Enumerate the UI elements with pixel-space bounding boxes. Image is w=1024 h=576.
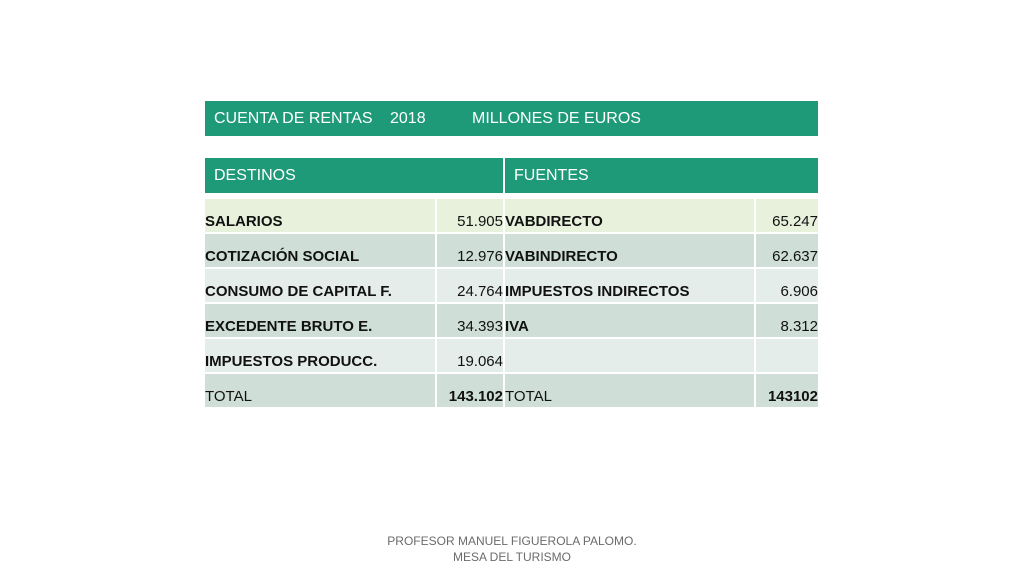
table-row: IMPUESTOS PRODUCC. 19.064 xyxy=(205,339,818,372)
column-headers: DESTINOS FUENTES xyxy=(205,158,818,193)
table-row: CONSUMO DE CAPITAL F. 24.764 IMPUESTOS I… xyxy=(205,269,818,302)
table-row: SALARIOS 51.905 VABDIRECTO 65.247 xyxy=(205,199,818,232)
header-destinos: DESTINOS xyxy=(205,158,503,193)
fuen-label: IVA xyxy=(505,304,754,337)
dest-label: SALARIOS xyxy=(205,199,435,232)
income-account-table: SALARIOS 51.905 VABDIRECTO 65.247 COTIZA… xyxy=(203,197,820,409)
dest-value: 51.905 xyxy=(437,199,503,232)
dest-total-value: 143.102 xyxy=(437,374,503,407)
table-row: EXCEDENTE BRUTO E. 34.393 IVA 8.312 xyxy=(205,304,818,337)
fuen-label: IMPUESTOS INDIRECTOS xyxy=(505,269,754,302)
table-title-bar: CUENTA DE RENTAS 2018 MILLONES DE EUROS xyxy=(205,101,818,136)
footer-line-2: MESA DEL TURISMO xyxy=(452,550,572,564)
dest-value: 24.764 xyxy=(437,269,503,302)
fuen-value: 65.247 xyxy=(756,199,818,232)
dest-value: 12.976 xyxy=(437,234,503,267)
title-label: CUENTA DE RENTAS xyxy=(214,110,373,127)
footer-credit: PROFESOR MANUEL FIGUEROLA PALOMO. MESA D… xyxy=(0,533,1024,565)
footer-line-1: PROFESOR MANUEL FIGUEROLA PALOMO. xyxy=(387,534,637,548)
title-year: 2018 xyxy=(390,110,426,127)
total-row: TOTAL 143.102 TOTAL 143102 xyxy=(205,374,818,407)
fuen-total-label: TOTAL xyxy=(505,374,754,407)
fuen-label: VABDIRECTO xyxy=(505,199,754,232)
header-fuentes: FUENTES xyxy=(505,158,818,193)
fuen-label xyxy=(505,339,754,372)
dest-value: 34.393 xyxy=(437,304,503,337)
fuen-value: 6.906 xyxy=(756,269,818,302)
fuen-total-value: 143102 xyxy=(756,374,818,407)
dest-label: IMPUESTOS PRODUCC. xyxy=(205,339,435,372)
dest-label: EXCEDENTE BRUTO E. xyxy=(205,304,435,337)
table-row: COTIZACIÓN SOCIAL 12.976 VABINDIRECTO 62… xyxy=(205,234,818,267)
fuen-value: 62.637 xyxy=(756,234,818,267)
fuen-value xyxy=(756,339,818,372)
title-units: MILLONES DE EUROS xyxy=(472,110,641,127)
fuen-value: 8.312 xyxy=(756,304,818,337)
dest-label: COTIZACIÓN SOCIAL xyxy=(205,234,435,267)
dest-value: 19.064 xyxy=(437,339,503,372)
fuen-label: VABINDIRECTO xyxy=(505,234,754,267)
dest-label: CONSUMO DE CAPITAL F. xyxy=(205,269,435,302)
dest-total-label: TOTAL xyxy=(205,374,435,407)
